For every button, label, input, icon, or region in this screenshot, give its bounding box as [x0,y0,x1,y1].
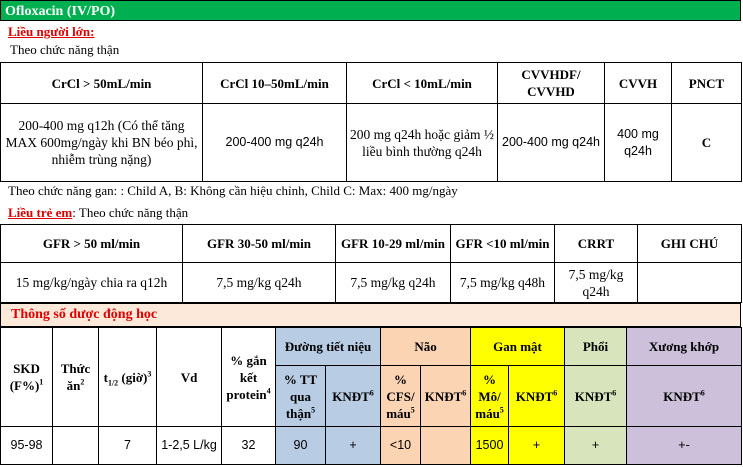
drug-title-bar: Ofloxacin (IV/PO) [0,0,741,21]
pk-sub-kndt: KNĐT6 [419,365,472,427]
pk-value-cell: 32 [221,426,276,465]
adult-dose-label: Liều người lớn: [8,24,95,39]
child-renal-table: GFR > 50 ml/min GFR 30-50 ml/min GFR 10-… [0,224,742,303]
pk-sub-renal-excretion: % TT qua thận5 [275,365,326,427]
pk-sub-kndt: KNĐT6 [508,365,566,427]
pk-value-cell: <10 [380,426,421,465]
adult-dose-cell: 200 mg q24h hoặc giảm ½ liều bình thường… [346,103,498,182]
pk-value-row: 95-98 7 1-2,5 L/kg 32 90 + <10 1500 + + … [0,426,743,465]
child-header-cell: GFR > 50 ml/min [0,224,183,263]
child-header-row: GFR > 50 ml/min GFR 30-50 ml/min GFR 10-… [0,224,742,263]
pk-header-half-life: t1/2 (giờ)3 [98,327,157,427]
pk-section-title: Thông số dược động học [0,303,741,327]
pk-header-food: Thức ăn2 [52,327,99,427]
pk-value-cell: + [325,426,381,465]
pk-sub-tissue-ratio: % Mô/ máu5 [470,365,510,427]
pk-group-lung: Phổi [564,327,628,366]
pk-value-cell: 1-2,5 L/kg [156,426,222,465]
pk-sub-kndt: KNĐT6 [564,365,628,427]
adult-dose-cell: 400 mg q24h [604,103,672,182]
adult-header-cell: CVVH [604,62,672,104]
pk-value-cell: + [564,426,628,465]
pk-group-bone: Xương khớp [626,327,743,366]
child-header-cell: GHI CHÚ [637,224,742,263]
child-dose-heading: Liều trẻ em: Theo chức năng thận [0,204,743,221]
adult-renal-table: CrCl > 50mL/min CrCl 10–50mL/min CrCl < … [0,62,742,182]
pk-value-cell: 1500 [470,426,510,465]
pk-group-urinary: Đường tiết niệu [275,327,381,366]
child-header-cell: GFR 10-29 ml/min [335,224,451,263]
pk-value-cell: 95-98 [0,426,53,465]
adult-header-row: CrCl > 50mL/min CrCl 10–50mL/min CrCl < … [0,62,742,104]
adult-renal-subheading: Theo chức năng thận [10,42,120,57]
pk-value-cell: + [508,426,566,465]
child-header-cell: CRRT [554,224,638,263]
child-dose-row: 15 mg/kg/ngày chia ra q12h 7,5 mg/kg q24… [0,262,742,303]
adult-dose-cell: C [671,103,742,182]
pk-value-cell [52,426,99,465]
adult-dose-row: 200-400 mg q12h (Có thể tăng MAX 600mg/n… [0,103,742,182]
pk-header-vd: Vd [156,327,222,427]
child-dose-label: Liều trẻ em [8,205,73,220]
pk-value-cell: 90 [275,426,326,465]
adult-dose-cell: 200-400 mg q24h [497,103,605,182]
adult-header-cell: CrCl < 10mL/min [346,62,498,104]
pk-value-cell: +- [626,426,743,465]
pk-value-cell [419,426,472,465]
adult-header-cell: CVVHDF/ CVVHD [497,62,605,104]
pk-value-cell: 7 [98,426,157,465]
child-dose-cell: 7,5 mg/kg q24h [554,262,638,303]
pk-sub-kndt: KNĐT6 [325,365,381,427]
adult-dose-heading: Liều người lớn: [0,23,743,40]
pk-group-row: SKD (F%)1 Thức ăn2 t1/2 (giờ)3 Vd % gắn … [0,327,743,427]
pk-header-skd: SKD (F%)1 [0,327,53,427]
adult-header-cell: CrCl > 50mL/min [0,62,203,104]
child-dose-cell: 15 mg/kg/ngày chia ra q12h [0,262,183,303]
child-dose-cell: 7,5 mg/kg q48h [450,262,555,303]
pk-sub-kndt: KNĐT6 [626,365,743,427]
child-header-cell: GFR <10 ml/min [450,224,555,263]
pk-header-protein: % gắn kết protein4 [221,327,276,427]
adult-header-cell: PNCT [671,62,742,104]
hepatic-note: Theo chức năng gan: : Child A, B: Không … [8,183,458,198]
pk-group-biliary: Gan mật [470,327,566,366]
adult-dose-cell: 200-400 mg q12h (Có thể tăng MAX 600mg/n… [0,103,203,182]
pk-group-brain: Não [379,327,472,366]
child-dose-subheading: : Theo chức năng thận [72,205,189,220]
child-header-cell: GFR 30-50 ml/min [182,224,336,263]
pk-sub-csf-ratio: % CFS/ máu5 [380,365,421,427]
child-dose-cell [637,262,742,303]
adult-header-cell: CrCl 10–50mL/min [202,62,347,104]
child-dose-cell: 7,5 mg/kg q24h [182,262,336,303]
pk-table: SKD (F%)1 Thức ăn2 t1/2 (giờ)3 Vd % gắn … [0,327,743,465]
adult-dose-cell: 200-400 mg q24h [202,103,347,182]
child-dose-cell: 7,5 mg/kg q24h [335,262,451,303]
pk-subheader-row: % TT qua thận5 KNĐT6 % CFS/ máu5 KNĐT6 %… [1,365,743,427]
